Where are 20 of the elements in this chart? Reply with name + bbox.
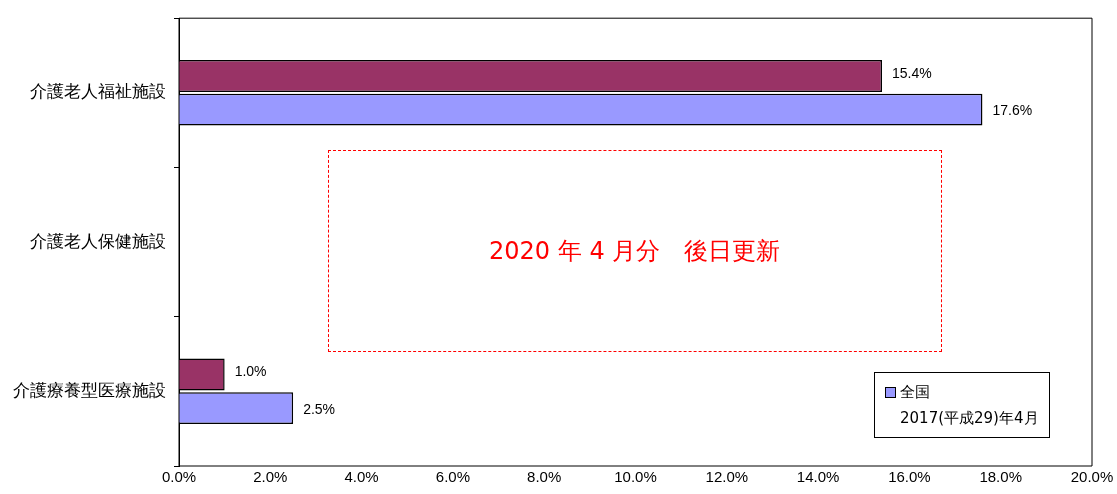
y-tick-label: 介護療養型医療施設 — [13, 379, 166, 400]
data-label: 17.6% — [992, 102, 1033, 119]
y-tick-label: 介護老人福祉施設 — [30, 81, 166, 102]
data-label: 2.5% — [303, 401, 336, 418]
x-tick-label: 2.0% — [253, 468, 288, 486]
x-tick-label: 14.0% — [796, 468, 840, 486]
legend-label: 全国 2017(平成29)年4月 — [900, 382, 1039, 429]
x-tick-label: 6.0% — [435, 468, 470, 486]
x-tick-label: 12.0% — [705, 468, 749, 486]
x-tick-label: 0.0% — [161, 468, 197, 486]
x-tick-label: 8.0% — [527, 468, 562, 486]
data-label: 1.0% — [234, 363, 267, 380]
notice-box: 2020 年 4 月分 後日更新 — [327, 150, 942, 352]
data-label: 15.4% — [892, 64, 932, 81]
x-tick-label: 20.0% — [1070, 468, 1114, 486]
y-tick-label: 介護老人保健施設 — [30, 230, 166, 251]
x-tick-label: 4.0% — [344, 468, 379, 486]
x-tick-label: 16.0% — [888, 468, 931, 486]
x-tick-label: 18.0% — [979, 468, 1022, 486]
x-tick-label: 10.0% — [614, 468, 657, 486]
